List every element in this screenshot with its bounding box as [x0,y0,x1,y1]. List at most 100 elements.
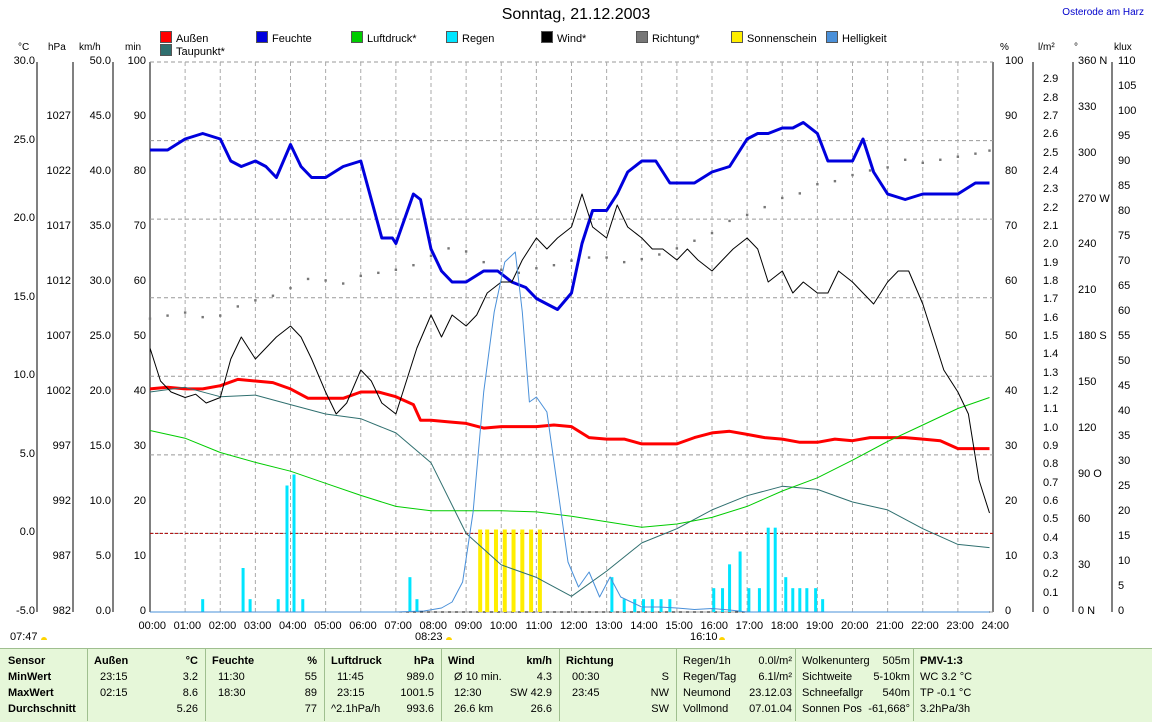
tick-label-lux: 0 [1118,605,1125,617]
tick-label-rain: 1.6 [1043,311,1059,324]
tick-label-wind: 15.0 [89,440,111,452]
direction-point [306,277,310,281]
legend-item-sonnenschein: Sonnenschein [731,31,817,45]
tick-label-hour: 09:00 [454,620,483,632]
unit-pct: % [1000,42,1009,53]
tick-label-dir: 300 [1078,146,1097,159]
rain-bar [610,577,614,612]
tick-label-lux: 95 [1118,130,1131,142]
tick-label-hour: 07:00 [384,620,412,632]
rain-bar [292,474,296,612]
tick-label-hour: 04:00 [278,620,307,632]
legend-swatch [636,31,648,43]
rain-bar [773,527,777,612]
rain-bar [757,588,761,612]
tick-label-hour: 11:00 [525,620,553,632]
page-title: Sonntag, 21.12.2003 [501,6,651,23]
rain-bar [650,599,654,612]
rain-bar [408,577,412,612]
unit-wind: km/h [79,42,101,53]
rain-bar [712,588,716,612]
tick-label-rain: 1.3 [1043,366,1059,379]
location-link[interactable]: Osterode am Harz [1062,7,1144,18]
legend-swatch [826,31,838,43]
tick-label-rain: 0 [1043,605,1050,617]
direction-point [500,268,503,271]
tick-label-wind: 35.0 [89,220,111,232]
tick-label-temp: 25.0 [13,133,35,146]
series-taupunkt-line [149,386,990,597]
tick-label-hour: 08:00 [419,620,447,632]
legend-item-taupunkt: Taupunkt* [160,44,225,58]
weather-chart [36,61,1113,613]
tick-label-lux: 40 [1118,405,1131,417]
tick-label-press: 982 [52,605,71,617]
tick-label-rain: 2.9 [1043,73,1059,86]
tick-label-hour: 16:00 [700,620,728,632]
direction-point [341,282,345,285]
sunshine-bar [502,529,507,612]
stats-pmv: PMV-1:3 WC 3.2 °C TP -0.1 °C 3.2hPa/3h [913,649,986,721]
tick-label-rain: 2.1 [1043,220,1059,232]
bar-layer [201,474,825,612]
direction-point [988,149,991,152]
sunshine-bar [485,529,490,612]
rain-bar [791,588,795,612]
tick-label-hour: 02:00 [208,620,237,632]
tick-label-dir: 30 [1078,559,1091,572]
sun-icon [446,637,452,640]
direction-point [675,247,679,250]
tick-label-dir: 0 N [1078,605,1096,617]
grid-lines [150,61,993,613]
tick-label-lux: 60 [1118,305,1131,317]
tick-label-rain: 1.1 [1043,403,1059,416]
tick-label-min: 40 [133,385,146,397]
tick-label-min: 0 [139,605,146,617]
direction-point [166,314,169,317]
unit-temp: °C [18,42,30,53]
tick-label-pct: 90 [1005,110,1018,122]
tick-label-lux: 65 [1118,280,1131,292]
tick-label-wind: 5.0 [95,550,111,562]
series-auen-line [149,377,990,451]
direction-point [763,205,766,209]
rain-bar [248,599,252,612]
tick-label-temp: 15.0 [13,290,35,303]
tick-label-rain: 1.5 [1043,330,1059,342]
tick-label-temp: 10.0 [13,369,35,382]
tick-label-dir: 180 S [1078,330,1107,342]
tick-label-rain: 0.4 [1043,531,1059,544]
tick-label-lux: 75 [1118,230,1131,242]
sunshine-bar [511,529,516,612]
tick-label-wind: 25.0 [89,330,111,342]
tick-label-press: 1007 [46,330,71,342]
tick-label-rain: 0.6 [1043,495,1059,507]
rain-bar [659,599,663,612]
rain-bar [784,577,788,612]
tick-label-lux: 25 [1118,480,1131,492]
tick-label-rain: 0.8 [1043,458,1059,471]
tick-label-temp: 20.0 [13,212,35,225]
direction-point [447,247,450,250]
tick-label-lux: 110 [1118,55,1136,67]
tick-label-hour: 00:00 [138,620,166,632]
line-layer [148,121,991,613]
tick-label-lux: 80 [1118,205,1131,217]
tick-label-lux: 15 [1118,530,1131,542]
tick-label-lux: 45 [1118,380,1131,392]
tick-label-press: 1022 [46,165,71,177]
tick-label-rain: 2.5 [1043,146,1059,159]
unit-min: min [125,42,142,53]
rain-bar [821,599,825,612]
direction-point [377,271,380,275]
sunrise-time: 08:23 [415,631,443,643]
tick-label-rain: 0.9 [1043,440,1059,452]
direction-point [728,219,731,223]
tick-label-pct: 20 [1005,495,1018,507]
direction-point [974,152,977,155]
direction-point [254,299,257,302]
direction-point [412,263,415,267]
tick-label-dir: 60 [1078,513,1091,526]
direction-point [359,274,362,278]
tick-label-rain: 2.2 [1043,201,1059,214]
